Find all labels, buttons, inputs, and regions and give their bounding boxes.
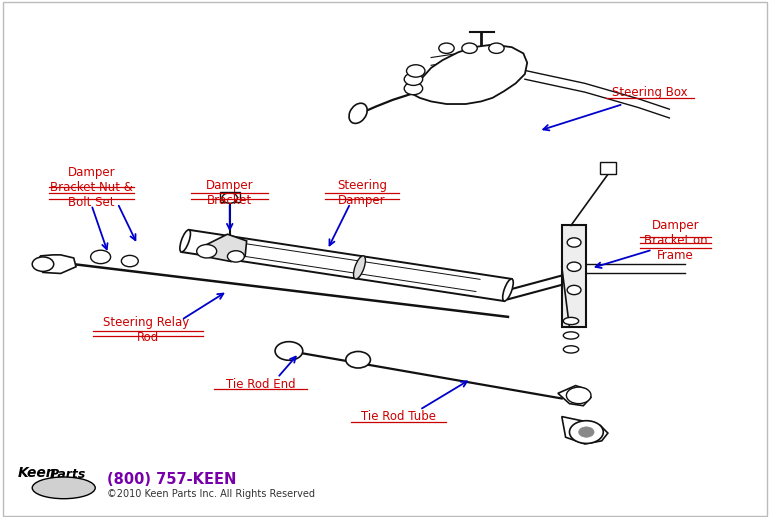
Circle shape [32,257,54,271]
Circle shape [91,250,111,264]
Ellipse shape [503,279,514,301]
Circle shape [462,43,477,53]
Text: Steering
Damper: Steering Damper [337,179,387,207]
Ellipse shape [32,477,95,499]
Text: Steering Box: Steering Box [612,86,688,99]
Polygon shape [558,385,591,406]
Circle shape [404,73,423,85]
Polygon shape [562,225,587,327]
Ellipse shape [564,332,579,339]
Text: Keen: Keen [18,466,56,480]
Polygon shape [562,416,608,444]
Polygon shape [600,162,615,174]
Text: Damper
Bracket on
Frame: Damper Bracket on Frame [644,220,708,263]
Text: Parts: Parts [50,468,86,481]
Circle shape [567,262,581,271]
Ellipse shape [353,256,366,279]
Text: ©2010 Keen Parts Inc. All Rights Reserved: ©2010 Keen Parts Inc. All Rights Reserve… [107,488,315,498]
Text: Tie Rod Tube: Tie Rod Tube [361,410,437,423]
Circle shape [346,352,370,368]
Circle shape [407,65,425,77]
Text: Tie Rod End: Tie Rod End [226,378,296,391]
Circle shape [489,43,504,53]
Ellipse shape [180,230,190,252]
Polygon shape [219,192,239,202]
Circle shape [275,342,303,360]
Circle shape [579,427,594,437]
Circle shape [227,251,244,262]
Text: Damper
Bracket Nut &
Bolt Set: Damper Bracket Nut & Bolt Set [50,166,133,209]
Text: Damper
Bracket: Damper Bracket [206,179,253,207]
Ellipse shape [564,318,579,325]
Circle shape [222,193,237,203]
Text: (800) 757-KEEN: (800) 757-KEEN [107,471,236,486]
Circle shape [567,387,591,404]
Circle shape [196,244,216,258]
Ellipse shape [349,103,367,123]
Circle shape [439,43,454,53]
Circle shape [567,285,581,295]
Polygon shape [412,45,527,104]
Circle shape [570,421,603,443]
Circle shape [122,255,139,267]
Circle shape [404,82,423,95]
Polygon shape [35,255,76,274]
Ellipse shape [564,346,579,353]
Polygon shape [202,234,246,262]
Text: Steering Relay 
Rod: Steering Relay Rod [103,316,193,344]
Circle shape [567,238,581,247]
